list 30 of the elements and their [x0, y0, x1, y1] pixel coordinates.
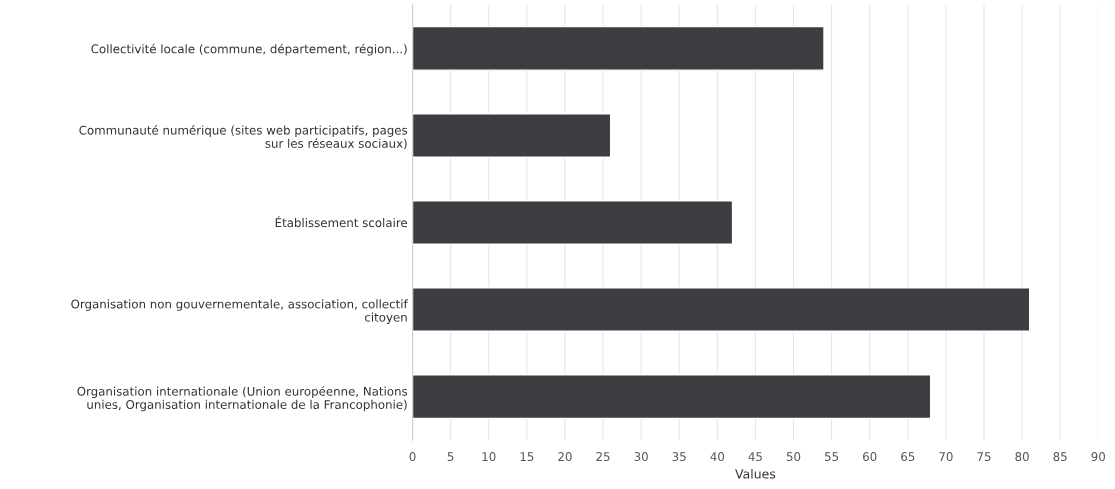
x-tick-label: 55 [825, 452, 839, 462]
x-tick-label: 25 [596, 452, 610, 462]
x-tick-label: 65 [901, 452, 915, 462]
x-tick-label: 70 [939, 452, 953, 462]
bar [412, 374, 932, 420]
x-tick-label: 20 [558, 452, 572, 462]
x-tick-label: 75 [977, 452, 991, 462]
bar [412, 200, 734, 245]
bar [412, 112, 612, 158]
y-tick-label: Organisation non gouvernementale, association, collectif citoyen [71, 299, 408, 324]
x-tick-label: 60 [863, 452, 877, 462]
x-tick-label: 45 [748, 452, 762, 462]
y-tick-label: Établissement scolaire [275, 216, 408, 228]
x-tick-label: 90 [1091, 452, 1105, 462]
bar [412, 25, 825, 71]
y-tick-label: Communauté numérique (sites web participatifs, pages sur les réseaux sociaux) [79, 125, 408, 150]
y-tick-label: Organisation internationale (Union européenne, Nations unies, Organisation internationale de la Francophonie) [77, 386, 408, 412]
bar [412, 287, 1031, 332]
x-tick-label: 15 [520, 452, 534, 462]
x-tick-label: 40 [710, 452, 725, 462]
x-tick-label: 10 [482, 452, 496, 462]
x-axis-title: Values [735, 468, 776, 479]
x-tick-label: 50 [786, 452, 801, 462]
x-tick-label: 30 [634, 452, 648, 462]
x-tick-label: 85 [1053, 452, 1067, 462]
y-tick-label: Collectivité locale (commune, département, région...) [91, 43, 407, 56]
x-tick-label: 80 [1015, 452, 1029, 462]
x-tick-label: 35 [672, 452, 686, 462]
x-tick-label: 5 [447, 452, 454, 462]
x-tick-label: 0 [409, 452, 416, 462]
